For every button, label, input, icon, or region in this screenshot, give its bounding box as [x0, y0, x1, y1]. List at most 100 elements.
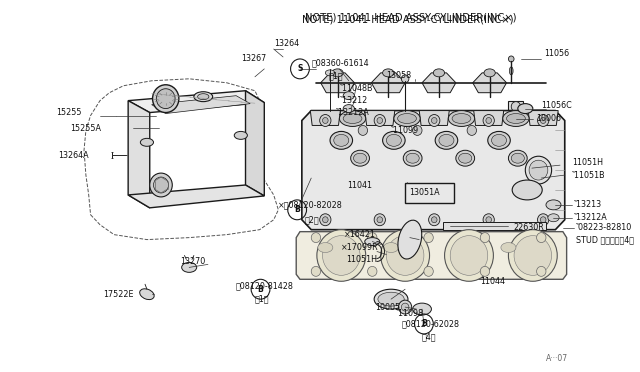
Text: ‶13212: ‶13212 [339, 96, 367, 105]
Ellipse shape [198, 94, 209, 100]
Text: A···07: A···07 [546, 354, 568, 363]
Polygon shape [321, 73, 355, 93]
Circle shape [445, 230, 493, 281]
Text: 15255A: 15255A [70, 124, 101, 133]
Ellipse shape [334, 134, 349, 146]
Text: ‶08223-82810: ‶08223-82810 [576, 223, 632, 232]
Circle shape [401, 75, 409, 83]
Text: 13058: 13058 [387, 71, 412, 80]
Circle shape [424, 266, 433, 276]
Polygon shape [474, 110, 504, 125]
Text: STUD スタッド（4）: STUD スタッド（4） [576, 235, 634, 244]
Ellipse shape [318, 243, 333, 253]
Text: ‶13213: ‶13213 [574, 201, 602, 209]
Ellipse shape [518, 104, 533, 113]
Circle shape [311, 266, 321, 276]
Circle shape [152, 85, 179, 113]
Ellipse shape [512, 180, 542, 200]
Ellipse shape [397, 113, 417, 124]
Ellipse shape [383, 131, 405, 149]
Circle shape [525, 156, 552, 184]
Ellipse shape [403, 150, 422, 166]
Ellipse shape [484, 69, 495, 77]
Circle shape [320, 214, 331, 226]
Text: 13264: 13264 [274, 39, 299, 48]
Circle shape [387, 235, 424, 275]
Circle shape [431, 118, 437, 124]
Text: 13051A: 13051A [409, 189, 440, 198]
Ellipse shape [459, 153, 472, 163]
Circle shape [536, 266, 546, 276]
Circle shape [413, 125, 422, 135]
Circle shape [401, 303, 409, 311]
Circle shape [311, 232, 321, 243]
Text: ×16421: ×16421 [344, 230, 376, 239]
Circle shape [483, 115, 494, 126]
Circle shape [429, 214, 440, 226]
Polygon shape [128, 101, 150, 208]
Text: 11041: 11041 [348, 180, 372, 189]
Text: ‶11099: ‶11099 [391, 126, 419, 135]
Text: NOTE) 11041 HEAD ASSY-CYLINDER(INC×): NOTE) 11041 HEAD ASSY-CYLINDER(INC×) [305, 12, 516, 22]
Bar [443, 222, 546, 230]
Circle shape [511, 102, 520, 112]
Ellipse shape [377, 75, 399, 91]
Circle shape [154, 177, 168, 193]
Ellipse shape [387, 134, 401, 146]
Polygon shape [371, 73, 405, 93]
Ellipse shape [456, 150, 475, 166]
Ellipse shape [383, 243, 399, 253]
Circle shape [514, 235, 552, 275]
Text: B: B [421, 320, 427, 328]
Ellipse shape [439, 134, 454, 146]
Ellipse shape [326, 75, 349, 91]
Ellipse shape [509, 67, 513, 75]
Text: 15255: 15255 [56, 108, 81, 117]
Text: （1）: （1） [255, 295, 269, 304]
Polygon shape [422, 73, 456, 93]
Circle shape [480, 266, 490, 276]
Circle shape [156, 89, 175, 109]
Text: 10006: 10006 [536, 114, 561, 123]
Circle shape [467, 125, 477, 135]
Text: （4）: （4） [422, 332, 436, 341]
Circle shape [540, 217, 546, 223]
Ellipse shape [452, 113, 471, 124]
Circle shape [367, 266, 377, 276]
Circle shape [486, 217, 492, 223]
Polygon shape [246, 91, 264, 196]
Text: ‶13212A: ‶13212A [335, 108, 369, 117]
Circle shape [480, 232, 490, 243]
Polygon shape [473, 73, 506, 93]
Text: ⒲08120-81428: ⒲08120-81428 [236, 282, 294, 291]
Text: Ⓝ08360-61614: Ⓝ08360-61614 [311, 58, 369, 67]
Text: 11056: 11056 [544, 48, 569, 58]
Ellipse shape [353, 153, 367, 163]
Circle shape [536, 232, 546, 243]
Circle shape [377, 217, 383, 223]
Polygon shape [296, 232, 566, 279]
Polygon shape [419, 110, 449, 125]
Text: ×17099R: ×17099R [341, 243, 379, 252]
Text: ⒲08120-62028: ⒲08120-62028 [401, 320, 460, 328]
Text: 13264A: 13264A [58, 151, 88, 160]
Polygon shape [128, 185, 264, 208]
Polygon shape [310, 110, 340, 125]
Ellipse shape [394, 110, 420, 126]
Circle shape [367, 232, 377, 243]
Circle shape [323, 235, 360, 275]
Circle shape [429, 115, 440, 126]
Ellipse shape [506, 113, 525, 124]
Polygon shape [508, 101, 524, 137]
Text: S: S [298, 64, 303, 73]
Circle shape [538, 214, 548, 226]
Text: 11056C: 11056C [541, 101, 572, 110]
Ellipse shape [378, 292, 404, 306]
Circle shape [538, 115, 548, 126]
Ellipse shape [325, 70, 335, 76]
Ellipse shape [343, 105, 355, 113]
Text: 22630R: 22630R [513, 223, 544, 232]
Ellipse shape [140, 289, 154, 299]
Text: 11051H: 11051H [346, 255, 377, 264]
Circle shape [508, 56, 514, 62]
